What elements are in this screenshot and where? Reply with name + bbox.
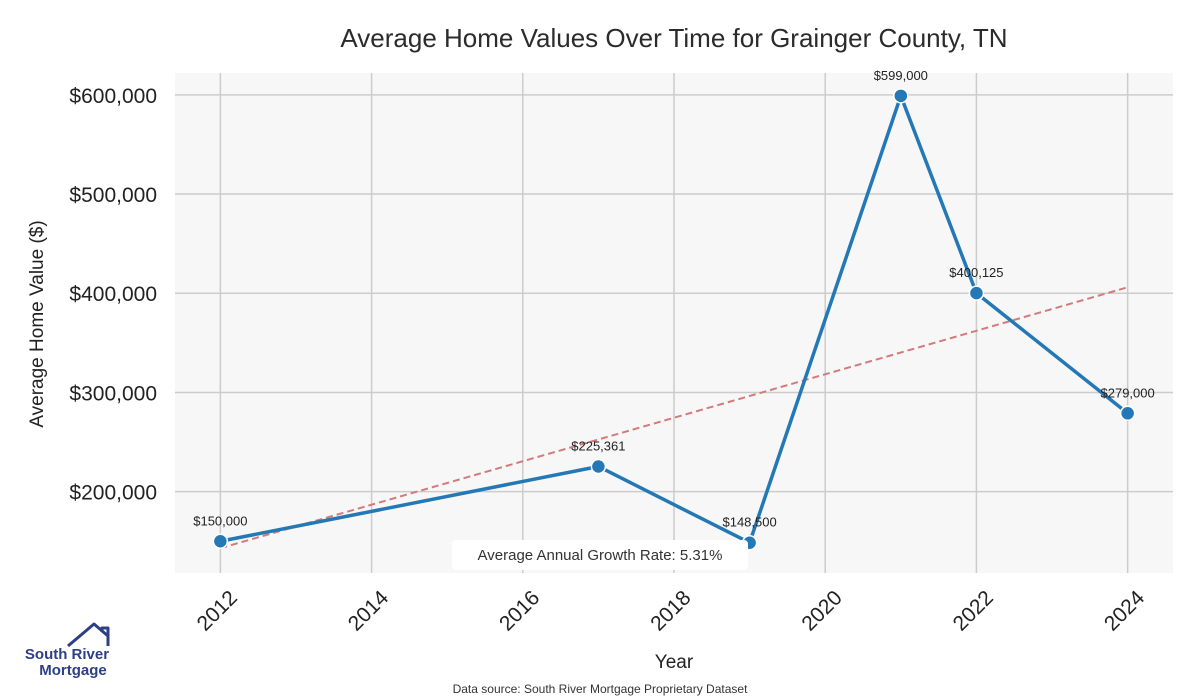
house-roof-icon [67,622,110,648]
y-tick-label: $300,000 [69,382,157,405]
y-tick-label: $200,000 [69,482,157,505]
x-tick-label: 2022 [949,586,998,635]
x-tick-label: 2020 [797,586,846,635]
data-point [212,533,229,550]
data-source-note: Data source: South River Mortgage Propri… [453,682,748,696]
data-label: $279,000 [1101,385,1155,400]
data-point [893,88,909,104]
y-tick-label: $500,000 [69,184,157,207]
growth-rate-annotation: Average Annual Growth Rate: 5.31% [452,540,748,570]
data-label: $150,000 [193,513,247,528]
x-tick-label: 2018 [646,586,695,635]
x-tick-label: 2024 [1100,586,1150,636]
trend-layer [220,286,1128,550]
data-label: $599,000 [874,68,928,83]
south-river-mortgage-logo: South River Mortgage [25,622,110,679]
data-point [1119,405,1136,422]
logo-line-2: Mortgage [39,662,107,679]
annotation-box [452,540,748,570]
annotation-text: Average Annual Growth Rate: 5.31% [478,547,723,564]
logo-line-1: South River [25,646,109,663]
data-point [590,458,607,475]
y-tick-label: $600,000 [69,85,157,108]
x-axis-label: Year [655,652,694,673]
data-label: $400,125 [949,265,1003,280]
series-line [220,94,1129,545]
data-label-layer: $150,000 $225,361 $148,500 $599,000 $400,125… [193,68,1155,530]
x-tick-label: 2016 [495,586,544,635]
data-label: $148,500 [722,515,776,530]
trend-line [220,286,1128,550]
data-label: $225,361 [571,438,625,453]
x-tick-label: 2012 [193,586,242,635]
chart-title: Average Home Values Over Time for Graing… [340,23,1007,53]
x-tick-label: 2014 [344,586,394,636]
y-tick-label: $400,000 [69,283,157,306]
data-point [968,285,985,301]
y-axis-label: Average Home Value ($) [27,220,48,427]
